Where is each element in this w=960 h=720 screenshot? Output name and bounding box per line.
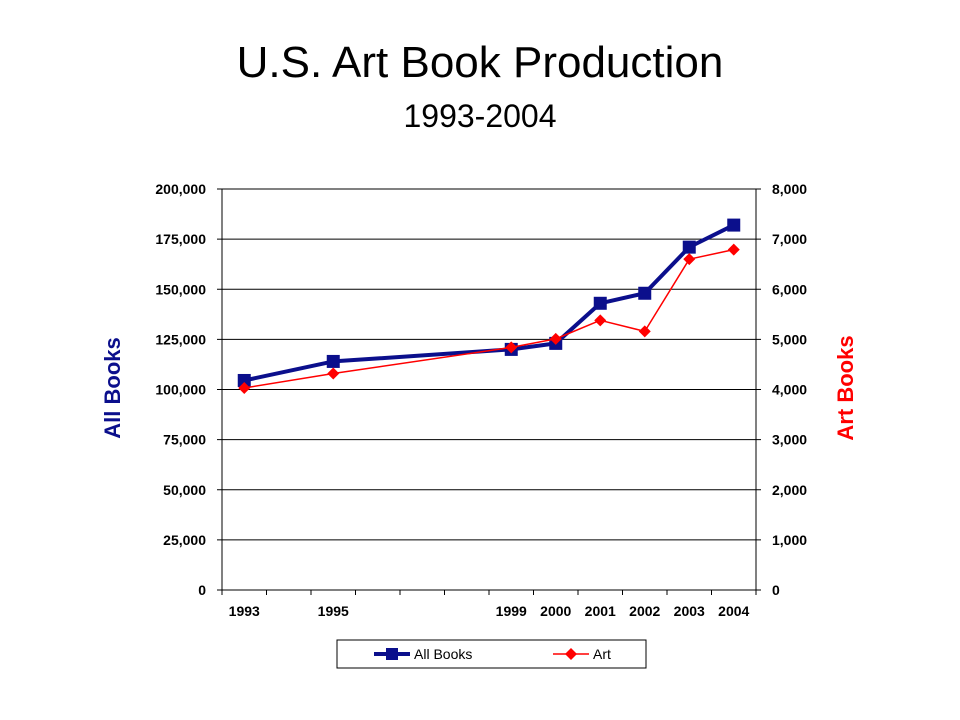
right-tick-label: 1,000 bbox=[772, 532, 807, 548]
left-tick-label: 0 bbox=[198, 582, 206, 598]
art-point bbox=[594, 314, 607, 327]
left-tick-label: 50,000 bbox=[163, 482, 206, 498]
art-point bbox=[505, 341, 518, 354]
art-line bbox=[244, 248, 734, 389]
right-tick-label: 5,000 bbox=[772, 331, 807, 347]
right-tick-label: 7,000 bbox=[772, 231, 807, 247]
left-tick-label: 175,000 bbox=[155, 231, 206, 247]
legend: All Books Art bbox=[336, 639, 647, 669]
legend-marker bbox=[386, 648, 398, 660]
left-axis-title: All Books bbox=[100, 337, 125, 438]
all-books-point bbox=[326, 354, 340, 368]
left-tick-label: 75,000 bbox=[163, 432, 206, 448]
all-books-point bbox=[593, 296, 607, 310]
all-books-line bbox=[243, 223, 735, 383]
x-tick-label: 2004 bbox=[718, 603, 749, 619]
all-books-point bbox=[237, 373, 251, 387]
right-axis-ticks: 0 1,000 2,000 3,000 4,000 5,000 6,000 7,000 8,00… bbox=[756, 181, 807, 598]
x-tick-label: 2003 bbox=[674, 603, 705, 619]
x-tick-label: 1995 bbox=[318, 603, 349, 619]
right-tick-label: 6,000 bbox=[772, 281, 807, 297]
art-point bbox=[327, 367, 340, 380]
right-tick-label: 0 bbox=[772, 582, 780, 598]
right-tick-label: 4,000 bbox=[772, 382, 807, 398]
x-tick-label: 1993 bbox=[229, 603, 260, 619]
art-point bbox=[683, 253, 696, 266]
all-books-point bbox=[638, 286, 652, 300]
all-books-point bbox=[682, 240, 696, 254]
right-tick-label: 3,000 bbox=[772, 432, 807, 448]
right-tick-label: 2,000 bbox=[772, 482, 807, 498]
x-tick-label: 2000 bbox=[540, 603, 571, 619]
x-tick-label: 2001 bbox=[585, 603, 616, 619]
right-tick-label: 8,000 bbox=[772, 181, 807, 197]
left-tick-label: 150,000 bbox=[155, 281, 206, 297]
art-point bbox=[638, 325, 651, 338]
art-point bbox=[727, 243, 740, 256]
x-tick-label: 2002 bbox=[629, 603, 660, 619]
x-axis-ticks: 1993 1995 1999 2000 2001 2002 2003 2004 bbox=[221, 590, 757, 619]
x-tick-label: 1999 bbox=[496, 603, 527, 619]
left-axis-ticks: 0 25,000 50,000 75,000 100,000 125,000 150,000… bbox=[155, 181, 222, 598]
chart-subtitle: 1993-2004 bbox=[403, 98, 557, 134]
legend-label: Art bbox=[593, 646, 611, 662]
series-layer bbox=[237, 218, 741, 394]
left-tick-label: 125,000 bbox=[155, 331, 206, 347]
left-tick-label: 100,000 bbox=[155, 382, 206, 398]
all-books-point bbox=[727, 218, 741, 232]
art-point bbox=[238, 381, 251, 394]
left-tick-label: 200,000 bbox=[155, 181, 206, 197]
left-tick-label: 25,000 bbox=[163, 532, 206, 548]
right-axis-title: Art Books bbox=[833, 335, 858, 440]
chart-title: U.S. Art Book Production bbox=[236, 38, 724, 87]
legend-label: All Books bbox=[414, 646, 472, 662]
art-point bbox=[549, 332, 562, 345]
legend-marker bbox=[565, 648, 577, 660]
gridlines bbox=[222, 188, 756, 541]
